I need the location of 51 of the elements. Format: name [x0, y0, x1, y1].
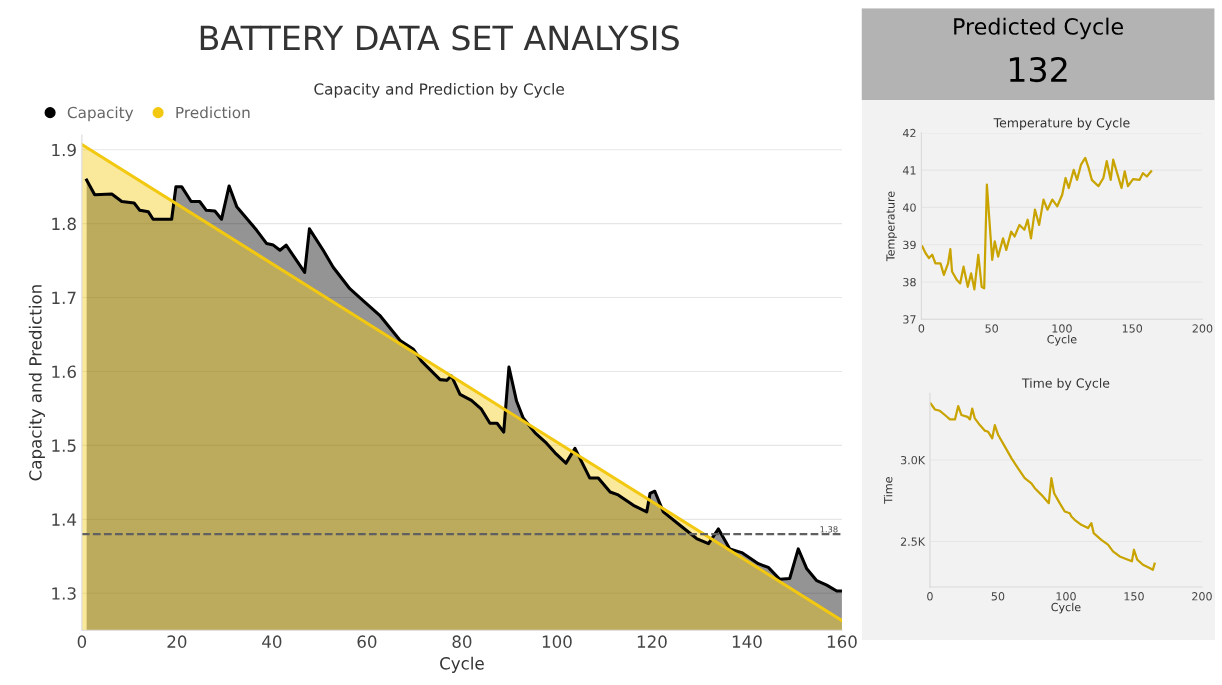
legend-label: Prediction — [176, 106, 250, 119]
x-tick-label: 0 — [77, 635, 87, 648]
y-tick-label: 1.4 — [52, 513, 77, 526]
y-tick-label: 1.3 — [52, 587, 76, 600]
y-tick-label: 37 — [903, 315, 916, 324]
x-tick-label: 140 — [732, 635, 762, 648]
text: 132 — [1009, 56, 1067, 83]
text: Predicted Cycle — [954, 17, 1123, 40]
legend-label: Capacity — [67, 106, 134, 122]
line-series — [929, 402, 1156, 571]
x-tick-label: 100 — [542, 635, 572, 648]
y-tick-label: 39 — [903, 240, 916, 250]
y-tick-label: 1.5 — [52, 439, 76, 452]
x-tick-label: 40 — [262, 635, 282, 648]
y-tick-label: 1.7 — [52, 291, 76, 304]
chart-title: BATTERY DATA SET ANALYSIS — [200, 25, 679, 51]
y-tick-label: 1.6 — [52, 365, 76, 379]
x-tick-label: 0 — [927, 592, 933, 601]
y-tick-label: 1.9 — [52, 143, 76, 157]
chart-title: Temperature by Cycle — [993, 117, 1130, 130]
x-tick-label: 150 — [1122, 324, 1143, 333]
x-tick-label: 80 — [452, 635, 472, 648]
x-axis-title: Cycle — [1047, 334, 1077, 346]
x-tick-label: 150 — [1124, 592, 1144, 601]
x-tick-label: 20 — [167, 635, 187, 648]
y-axis-title: Time — [883, 477, 893, 504]
y-tick-label: 38 — [903, 277, 916, 287]
y-tick-label: 3.0K — [900, 455, 926, 465]
chart-title: Time by Cycle — [1021, 378, 1110, 391]
x-tick-label: 100 — [1052, 324, 1072, 333]
y-tick-label: 40 — [902, 203, 916, 212]
x-axis-title: Cycle — [1051, 602, 1081, 614]
chart-subtitle: Capacity and Prediction by Cycle — [314, 82, 564, 98]
x-tick-label: 50 — [991, 592, 1005, 601]
ref-line-label: 1.38 — [820, 526, 838, 533]
x-tick-label: 200 — [1192, 324, 1213, 333]
line-series — [921, 156, 1153, 291]
x-tick-label: 200 — [1192, 592, 1212, 601]
x-tick-label: 50 — [985, 324, 998, 333]
x-tick-label: 0 — [918, 324, 925, 333]
y-tick-label: 1.8 — [52, 217, 76, 231]
x-axis-title: Cycle — [440, 656, 484, 673]
x-tick-label: 100 — [1056, 592, 1076, 601]
y-tick-label: 42 — [902, 128, 916, 138]
y-axis-title: Temperature — [886, 191, 897, 262]
y-tick-label: 2.5K — [900, 537, 926, 546]
y-axis-title: Capacity and Prediction — [28, 285, 45, 481]
x-tick-label: 160 — [827, 635, 857, 648]
y-tick-label: 41 — [902, 166, 916, 175]
x-tick-label: 60 — [357, 635, 377, 648]
x-tick-label: 120 — [637, 635, 667, 648]
